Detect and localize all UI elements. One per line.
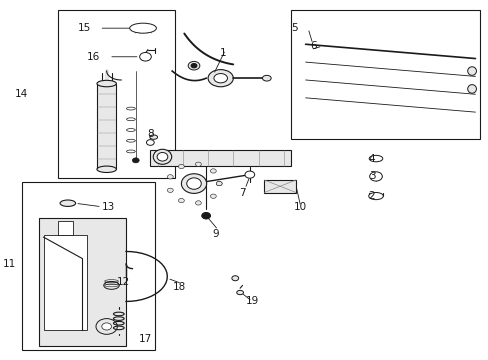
Circle shape (216, 181, 222, 186)
Bar (43, 235, 87, 330)
Text: 15: 15 (78, 23, 91, 33)
Bar (58, 221, 73, 235)
Ellipse shape (231, 276, 238, 281)
Ellipse shape (368, 193, 383, 200)
Ellipse shape (103, 282, 119, 289)
Text: 17: 17 (139, 334, 152, 344)
Circle shape (202, 213, 210, 219)
Ellipse shape (467, 67, 475, 75)
Text: 1: 1 (220, 48, 226, 58)
Circle shape (132, 158, 139, 163)
Circle shape (167, 188, 173, 193)
Ellipse shape (368, 156, 382, 162)
Ellipse shape (97, 80, 116, 87)
Text: 9: 9 (212, 229, 219, 239)
Ellipse shape (60, 200, 76, 206)
Circle shape (178, 165, 184, 169)
Circle shape (195, 201, 201, 205)
Bar (21, 182, 155, 350)
Circle shape (369, 172, 382, 181)
Circle shape (188, 62, 200, 70)
Text: 11: 11 (3, 259, 16, 269)
Circle shape (178, 198, 184, 203)
Bar (97, 84, 116, 169)
Ellipse shape (213, 73, 227, 83)
Text: 3: 3 (368, 171, 375, 181)
Ellipse shape (236, 291, 243, 295)
Circle shape (146, 140, 154, 145)
Circle shape (210, 194, 216, 198)
Ellipse shape (129, 23, 156, 33)
Text: 10: 10 (294, 202, 307, 212)
Bar (150, 150, 290, 166)
Text: 16: 16 (87, 52, 101, 62)
Ellipse shape (467, 85, 475, 93)
Ellipse shape (181, 174, 206, 193)
Circle shape (140, 53, 151, 61)
Ellipse shape (202, 212, 210, 219)
Text: 8: 8 (147, 129, 153, 139)
Circle shape (102, 323, 111, 330)
Text: 18: 18 (172, 282, 186, 292)
Text: 2: 2 (368, 191, 375, 201)
Circle shape (167, 175, 173, 179)
Circle shape (191, 64, 197, 68)
Ellipse shape (262, 75, 271, 81)
Circle shape (96, 319, 117, 334)
Bar (39, 217, 126, 346)
Ellipse shape (208, 69, 233, 87)
Text: 14: 14 (15, 89, 28, 99)
Bar (264, 180, 295, 193)
Ellipse shape (157, 153, 167, 161)
Ellipse shape (186, 178, 201, 189)
Text: 7: 7 (239, 188, 245, 198)
Text: 6: 6 (310, 41, 316, 51)
Text: 19: 19 (245, 296, 258, 306)
Text: 13: 13 (102, 202, 115, 212)
Text: 4: 4 (368, 154, 375, 163)
Text: 12: 12 (116, 277, 129, 287)
Ellipse shape (244, 171, 254, 178)
Circle shape (210, 169, 216, 173)
Circle shape (195, 162, 201, 166)
Circle shape (216, 181, 222, 186)
Ellipse shape (153, 149, 171, 164)
Bar (290, 10, 479, 139)
Ellipse shape (97, 166, 116, 172)
Text: 5: 5 (290, 23, 297, 33)
Ellipse shape (149, 135, 157, 139)
Bar (58, 10, 174, 178)
